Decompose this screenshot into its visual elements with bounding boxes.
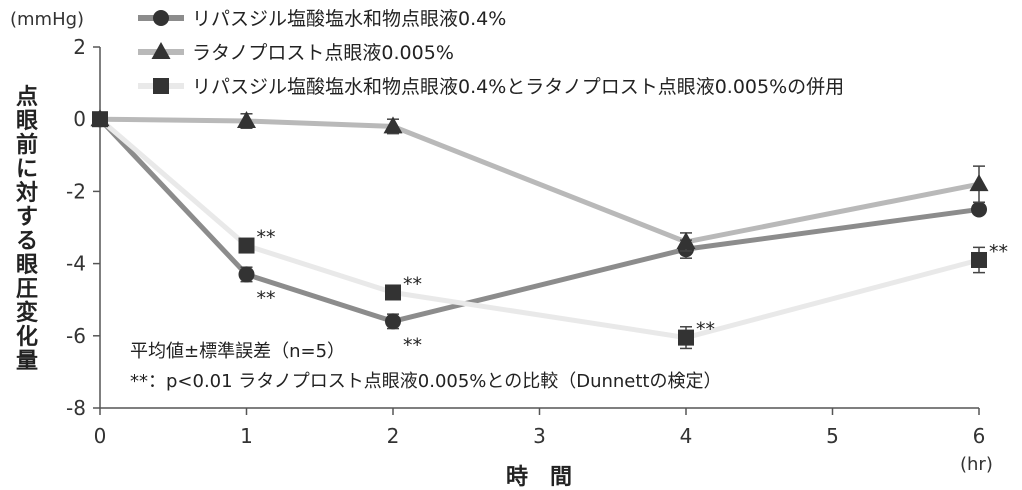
significance-label: ** [403,273,422,295]
significance-label: ** [257,227,276,249]
series-line-triangle [99,116,980,245]
axes: 2 0 -2 -4 -6 -8 0 1 2 3 4 5 6 [66,35,985,448]
data-point-square [678,329,694,346]
footnote: **：p<0.01 ラタノプロスト点眼液0.005%との比較（Dunnettの検… [130,371,722,392]
y-tick-label: 0 [73,107,86,131]
x-tick-label: 4 [680,424,693,448]
x-unit-label: (hr) [960,454,993,475]
series-layer: ** ** ** ** ** ** [90,109,1008,356]
x-tick-label: 6 [973,424,986,448]
legend: リパスジル塩酸塩水和物点眼液0.4% ラタノプロスト点眼液0.005% リパスジル塩… [138,8,844,98]
data-point-triangle [383,116,403,134]
significance-label: ** [696,319,715,341]
data-point-circle [971,201,987,218]
data-point-triangle [237,111,256,129]
legend-marker-square [153,78,169,94]
series-line-circle [98,117,980,324]
x-tick-label: 5 [826,424,839,448]
data-point-square [92,111,108,128]
legend-marker-triangle [151,42,171,59]
y-axis-title: 点眼前に対する眼圧変化量 [16,84,38,374]
y-tick-label: -8 [66,396,86,420]
y-unit-label: (mmHg) [10,9,84,30]
footnote: 平均値±標準誤差（n=5） [130,341,345,362]
significance-label: ** [989,241,1008,263]
y-tick-label: -2 [66,179,86,203]
legend-label: リパスジル塩酸塩水和物点眼液0.4%とラタノプロスト点眼液0.005%の併用 [192,76,844,98]
y-tick-label: -6 [66,324,86,348]
data-point-square [971,251,987,268]
data-point-triangle [969,174,989,192]
y-tick-label: 2 [73,35,86,59]
data-point-triangle [676,231,696,249]
legend-marker-circle [153,10,169,26]
x-tick-label: 0 [94,424,107,448]
data-point-circle [238,266,255,283]
x-tick-label: 1 [240,424,253,448]
significance-label: ** [257,287,276,309]
legend-label: リパスジル塩酸塩水和物点眼液0.4% [192,8,506,30]
data-point-circle [385,313,401,330]
x-axis-title: 時 間 [506,465,572,490]
legend-label: ラタノプロスト点眼液0.005% [192,42,454,64]
data-point-square [385,284,401,301]
y-tick-label: -4 [66,252,86,276]
significance-label: ** [403,334,422,356]
x-tick-label: 2 [387,424,400,448]
x-tick-label: 3 [533,424,546,448]
data-point-square [238,237,255,254]
notes: 平均値±標準誤差（n=5） **：p<0.01 ラタノプロスト点眼液0.005%と… [130,341,722,392]
